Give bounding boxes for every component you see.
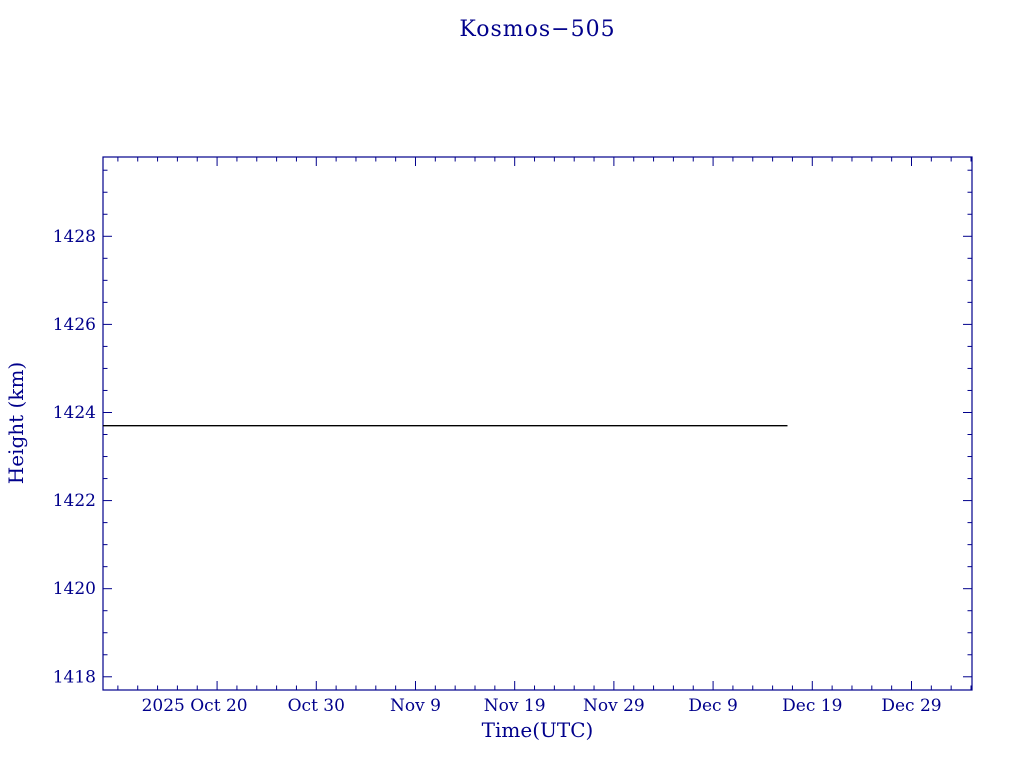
y-tick-label: 1426	[53, 315, 96, 335]
y-axis-label: Height (km)	[4, 361, 28, 485]
y-tick-label: 1420	[53, 579, 96, 599]
x-tick-label: Nov 29	[583, 696, 645, 716]
y-tick-label: 1428	[53, 227, 96, 247]
y-tick-label: 1424	[53, 403, 96, 423]
x-tick-label: Nov 19	[484, 696, 546, 716]
x-tick-label: Nov 9	[390, 696, 441, 716]
x-tick-label: Dec 29	[881, 696, 941, 716]
x-tick-label: 2025 Oct 20	[142, 696, 248, 716]
x-axis-label: Time(UTC)	[481, 718, 594, 742]
x-tick-label: Oct 30	[288, 696, 345, 716]
chart-title: Kosmos−505	[459, 17, 616, 42]
plot-frame	[102, 156, 973, 691]
y-tick-label: 1418	[53, 667, 96, 687]
x-tick-label: Dec 9	[688, 696, 737, 716]
y-tick-label: 1422	[53, 491, 96, 511]
x-tick-label: Dec 19	[782, 696, 842, 716]
